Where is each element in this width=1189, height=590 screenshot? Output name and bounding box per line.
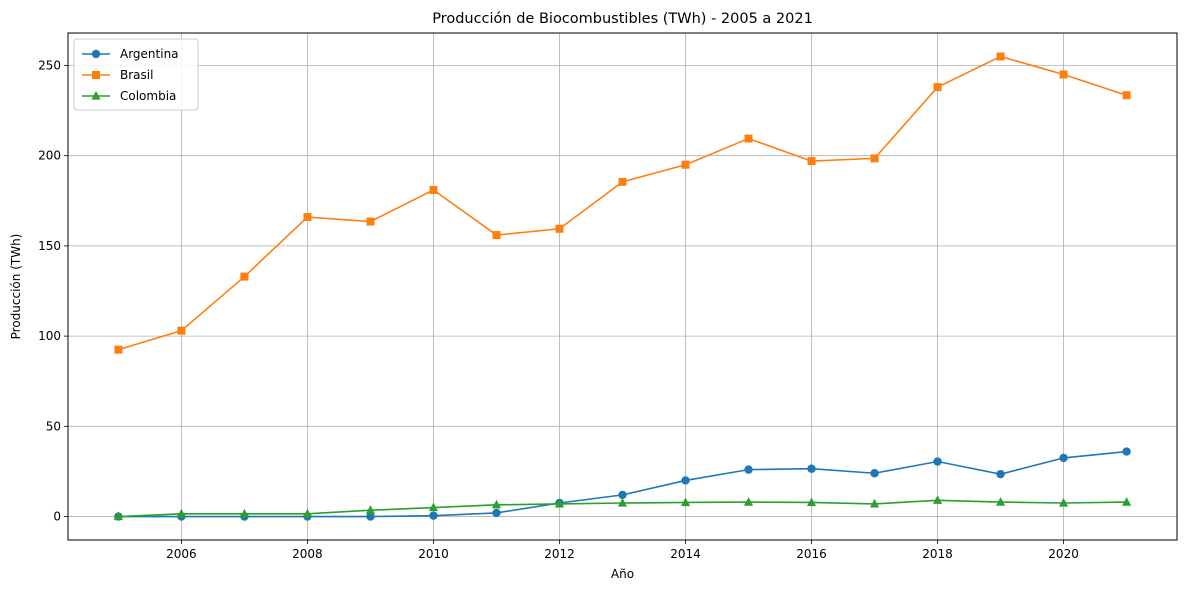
legend-box <box>73 38 199 111</box>
data-point-colombia <box>617 498 628 507</box>
data-point-argentina <box>492 508 501 518</box>
y-axis-title: Producción (TWh) <box>9 234 23 340</box>
x-tick-label: 2012 <box>544 547 575 561</box>
x-tick-label: 2016 <box>796 547 827 561</box>
x-tick-label: 2020 <box>1048 547 1079 561</box>
data-point-argentina <box>996 469 1005 479</box>
x-tick-label: 2018 <box>922 547 953 561</box>
data-point-brasil <box>681 160 690 169</box>
x-tick-label: 2008 <box>292 547 323 561</box>
data-point-argentina <box>870 469 879 478</box>
data-point-brasil <box>492 231 501 240</box>
data-point-colombia <box>995 497 1006 506</box>
data-point-brasil <box>807 157 816 166</box>
x-axis-title: Año <box>611 567 634 581</box>
data-point-colombia <box>176 508 187 518</box>
data-point-colombia <box>1058 498 1069 507</box>
y-tick-label: 0 <box>53 510 61 524</box>
x-tick-label: 2014 <box>670 547 701 561</box>
y-tick-label: 200 <box>38 149 61 163</box>
plot-area-frame <box>67 32 1178 541</box>
data-point-brasil <box>366 217 375 226</box>
y-tick-label: 150 <box>38 239 61 253</box>
y-tick-label: 250 <box>38 58 61 72</box>
data-point-brasil <box>1122 91 1131 100</box>
data-point-brasil <box>744 134 753 143</box>
data-point-argentina <box>618 490 627 500</box>
data-point-argentina <box>429 511 438 520</box>
y-tick-label: 50 <box>46 419 61 433</box>
legend-item-brasil: Brasil <box>82 68 153 82</box>
series-colombia <box>113 495 1132 521</box>
data-point-colombia <box>365 505 376 514</box>
data-point-colombia <box>869 498 880 508</box>
legend-label-argentina: Argentina <box>120 47 179 61</box>
data-point-brasil <box>303 213 312 222</box>
data-point-colombia <box>113 511 124 521</box>
y-tick-label: 100 <box>38 329 61 343</box>
data-point-brasil <box>240 272 249 281</box>
legend-marker-colombia <box>91 91 101 100</box>
x-tick-label: 2006 <box>166 547 197 561</box>
data-point-colombia <box>491 499 502 509</box>
legend-item-colombia: Colombia <box>82 89 176 103</box>
data-point-brasil <box>429 185 438 194</box>
data-point-brasil <box>933 83 942 92</box>
data-point-argentina <box>933 457 942 466</box>
series-brasil <box>114 52 1131 354</box>
data-point-brasil <box>996 52 1005 61</box>
data-point-colombia <box>554 498 565 508</box>
data-point-argentina <box>807 464 816 473</box>
legend-label-brasil: Brasil <box>120 68 153 82</box>
data-point-colombia <box>302 508 313 518</box>
data-point-brasil <box>177 326 186 335</box>
data-point-argentina <box>744 465 753 474</box>
x-tick-label: 2010 <box>418 547 449 561</box>
legend-marker-argentina <box>91 49 101 59</box>
legend-marker-brasil <box>92 71 100 79</box>
data-point-brasil <box>618 177 627 186</box>
data-point-colombia <box>239 508 250 518</box>
data-point-argentina <box>681 476 690 485</box>
data-point-argentina <box>1122 447 1131 456</box>
legend-item-argentina: Argentina <box>82 47 179 61</box>
data-point-colombia <box>680 497 691 507</box>
data-point-brasil <box>555 224 564 233</box>
data-point-brasil <box>870 154 879 163</box>
legend-label-colombia: Colombia <box>120 89 176 103</box>
series-argentina <box>114 447 1131 521</box>
chart-title: Producción de Biocombustibles (TWh) - 20… <box>432 11 813 27</box>
data-point-colombia <box>932 495 943 504</box>
axis-ticks: 2006 2008 2010 2012 2014 2016 2018 2020 0 50 100 15… <box>38 58 1079 561</box>
data-point-colombia <box>743 497 754 506</box>
data-point-colombia <box>428 502 439 512</box>
series-layer <box>113 52 1132 521</box>
data-point-colombia <box>1121 497 1132 506</box>
data-point-brasil <box>114 345 123 354</box>
data-point-colombia <box>806 497 817 507</box>
legend: Argentina Brasil Colombia <box>73 38 199 111</box>
data-point-argentina <box>1059 453 1068 463</box>
data-point-argentina <box>366 512 375 521</box>
data-point-brasil <box>1059 70 1068 79</box>
